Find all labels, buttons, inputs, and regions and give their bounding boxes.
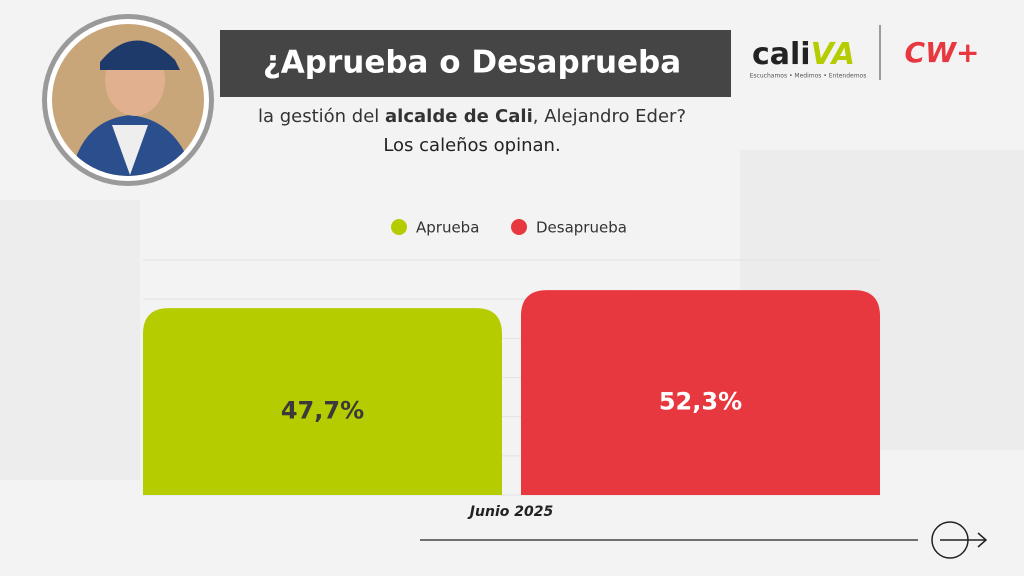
subtitle-part: la gestión del [258,106,385,127]
value-label: 52,3% [659,388,742,416]
legend-label: Aprueba [416,219,479,237]
value-label: 47,7% [281,397,364,425]
next-arrow[interactable] [940,532,988,548]
city-backdrop [0,200,140,480]
legend-swatch [511,219,527,235]
logo-text: caliVA [752,37,855,72]
subtitle: la gestión del alcalde de Cali, Alejandr… [258,106,686,127]
portrait-cap [100,40,180,70]
logo-tagline: Escuchamos • Medimos • Entendemos [750,73,867,80]
logo-caliva: caliVA Escuchamos • Medimos • Entendemos [750,37,867,80]
title: ¿Aprueba o Desaprueba [263,45,681,81]
legend-label: Desaprueba [536,219,627,237]
subtitle-part: , Alejandro Eder? [533,106,686,127]
x-tick-label: Junio 2025 [467,504,554,520]
logo-part: cali [752,37,811,72]
legend-swatch [391,219,407,235]
subtitle-line: Los caleños opinan. [383,135,560,156]
portrait [42,14,214,186]
subtitle-bold: alcalde de Cali [385,106,533,127]
logo-part: VA [811,37,855,72]
title-banner [220,30,731,97]
bar [521,290,880,495]
logo-cw: CW+ [905,36,980,69]
chart: Aprueba Desaprueba 47,7% 52,3% Junio 2025 [143,219,880,520]
bar [143,308,502,495]
portrait-shirt [112,125,148,175]
